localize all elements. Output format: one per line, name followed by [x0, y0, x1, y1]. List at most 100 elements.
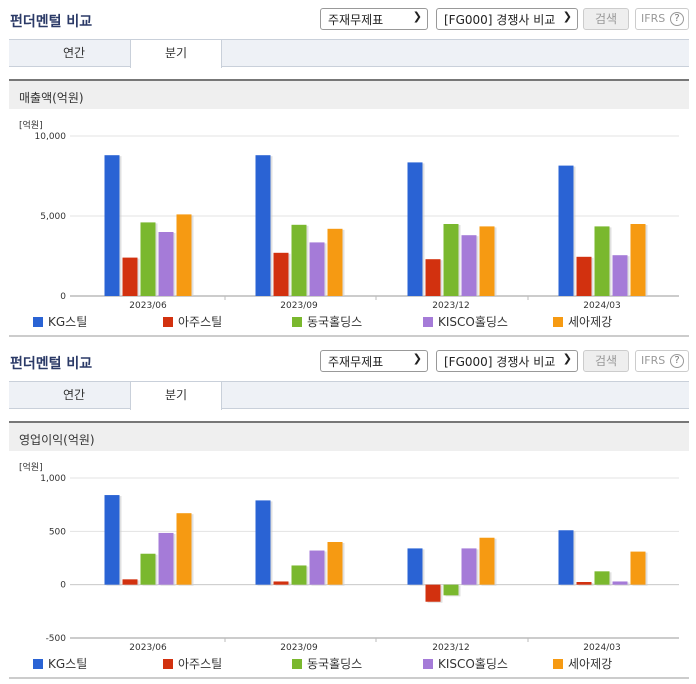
bar[interactable] — [104, 495, 120, 585]
search-button[interactable]: 검색 — [583, 350, 629, 372]
fundamental-section-sales: 펀더멘털 비교 주재무제표 ❯ [FG000] 경쟁사 비교 ❯ 검색 IFRS… — [0, 0, 696, 337]
x-tick-label: 2023/06 — [129, 643, 167, 653]
legend-swatch — [33, 317, 43, 327]
bar[interactable] — [630, 551, 646, 585]
bar[interactable] — [558, 165, 574, 296]
help-icon: ? — [670, 354, 684, 368]
legend-swatch — [292, 317, 302, 327]
legend-item[interactable]: 아주스틸 — [163, 655, 222, 672]
ifrs-help-button[interactable]: IFRS ? — [635, 350, 689, 372]
section-title: 펀더멘털 비교 — [10, 356, 93, 372]
legend-item[interactable]: 세아제강 — [553, 655, 612, 672]
legend-label: KG스틸 — [48, 657, 88, 671]
legend-label: 아주스틸 — [178, 315, 223, 329]
bar[interactable] — [576, 582, 592, 585]
bar[interactable] — [630, 224, 646, 296]
bar[interactable] — [327, 228, 343, 296]
metric-header: 매출액(억원) — [9, 79, 689, 109]
bar[interactable] — [158, 532, 174, 585]
report-type-select[interactable]: 주재무제표 ❯ — [320, 350, 428, 372]
bar[interactable] — [291, 224, 307, 296]
x-tick-label: 2023/06 — [129, 301, 167, 311]
bar[interactable] — [176, 214, 192, 296]
bar[interactable] — [309, 550, 325, 585]
bar[interactable] — [122, 257, 138, 296]
bar[interactable] — [309, 242, 325, 296]
legend-item[interactable]: 세아제강 — [553, 313, 612, 330]
legend-swatch — [423, 317, 433, 327]
report-type-value: 주재무제표 — [328, 355, 384, 369]
bar[interactable] — [461, 235, 477, 296]
legend-item[interactable]: 아주스틸 — [163, 313, 222, 330]
bar[interactable] — [140, 553, 156, 585]
legend-swatch — [553, 317, 563, 327]
bar[interactable] — [158, 232, 174, 296]
bar[interactable] — [407, 162, 423, 296]
x-tick-label: 2023/12 — [432, 643, 469, 653]
compare-group-value: [FG000] 경쟁사 비교 — [444, 13, 556, 27]
legend-item[interactable]: 동국홀딩스 — [292, 313, 362, 330]
compare-group-select[interactable]: [FG000] 경쟁사 비교 ❯ — [436, 8, 578, 30]
bar[interactable] — [327, 542, 343, 585]
legend-item[interactable]: KISCO홀딩스 — [423, 313, 508, 330]
bar[interactable] — [104, 155, 120, 296]
bar[interactable] — [176, 513, 192, 585]
y-tick-label: 0 — [60, 581, 66, 591]
x-tick-label: 2024/03 — [583, 301, 620, 311]
legend-label: KG스틸 — [48, 315, 88, 329]
bar[interactable] — [594, 571, 610, 585]
tab-quarter[interactable]: 분기 — [130, 40, 222, 68]
tab-annual[interactable]: 연간 — [62, 388, 86, 402]
section-header: 펀더멘털 비교 주재무제표 ❯ [FG000] 경쟁사 비교 ❯ 검색 IFRS… — [0, 342, 696, 380]
tab-annual[interactable]: 연간 — [62, 46, 86, 60]
report-type-select[interactable]: 주재무제표 ❯ — [320, 8, 428, 30]
bar[interactable] — [558, 530, 574, 585]
bar[interactable] — [140, 222, 156, 296]
search-button[interactable]: 검색 — [583, 8, 629, 30]
fundamental-section-operating-profit: 펀더멘털 비교 주재무제표 ❯ [FG000] 경쟁사 비교 ❯ 검색 IFRS… — [0, 342, 696, 679]
ifrs-label: IFRS — [641, 12, 666, 25]
bar[interactable] — [425, 584, 441, 602]
chart-legend: KG스틸 아주스틸 동국홀딩스 KISCO홀딩스 세아제강 — [0, 313, 696, 331]
legend-swatch — [33, 659, 43, 669]
legend-item[interactable]: 동국홀딩스 — [292, 655, 362, 672]
help-icon: ? — [670, 12, 684, 26]
bar[interactable] — [612, 255, 628, 296]
legend-item[interactable]: KISCO홀딩스 — [423, 655, 508, 672]
compare-group-select[interactable]: [FG000] 경쟁사 비교 ❯ — [436, 350, 578, 372]
bar[interactable] — [273, 252, 289, 296]
tab-quarter[interactable]: 분기 — [130, 382, 222, 410]
chevron-down-icon: ❯ — [562, 10, 572, 23]
bar[interactable] — [594, 226, 610, 296]
bar[interactable] — [407, 548, 423, 585]
bar[interactable] — [612, 581, 628, 585]
chevron-down-icon: ❯ — [562, 352, 572, 365]
bar[interactable] — [255, 155, 271, 296]
legend-label: 세아제강 — [568, 657, 613, 671]
sales-bar-chart: 10,000 5,000 0 2023/06 2023/09 2023/12 2024/03 — [35, 132, 679, 311]
legend-label: 아주스틸 — [178, 657, 223, 671]
legend-label: 세아제강 — [568, 315, 613, 329]
legend-item[interactable]: KG스틸 — [33, 313, 87, 330]
bar[interactable] — [122, 579, 138, 585]
bar[interactable] — [479, 226, 495, 296]
legend-label: 동국홀딩스 — [307, 657, 363, 671]
metric-label: 영업이익(억원) — [19, 433, 95, 447]
ifrs-help-button[interactable]: IFRS ? — [635, 8, 689, 30]
x-tick-label: 2023/09 — [280, 643, 318, 653]
y-tick-label: 0 — [60, 292, 66, 302]
bar[interactable] — [255, 500, 271, 585]
bar[interactable] — [479, 537, 495, 585]
ifrs-label: IFRS — [641, 354, 666, 367]
bar[interactable] — [291, 565, 307, 585]
bar[interactable] — [461, 548, 477, 585]
bar[interactable] — [443, 584, 459, 596]
section-title: 펀더멘털 비교 — [10, 14, 93, 30]
bar[interactable] — [273, 581, 289, 585]
bar[interactable] — [425, 259, 441, 296]
compare-group-value: [FG000] 경쟁사 비교 — [444, 355, 556, 369]
bar[interactable] — [576, 256, 592, 296]
legend-item[interactable]: KG스틸 — [33, 655, 87, 672]
bar[interactable] — [443, 224, 459, 296]
legend-swatch — [423, 659, 433, 669]
